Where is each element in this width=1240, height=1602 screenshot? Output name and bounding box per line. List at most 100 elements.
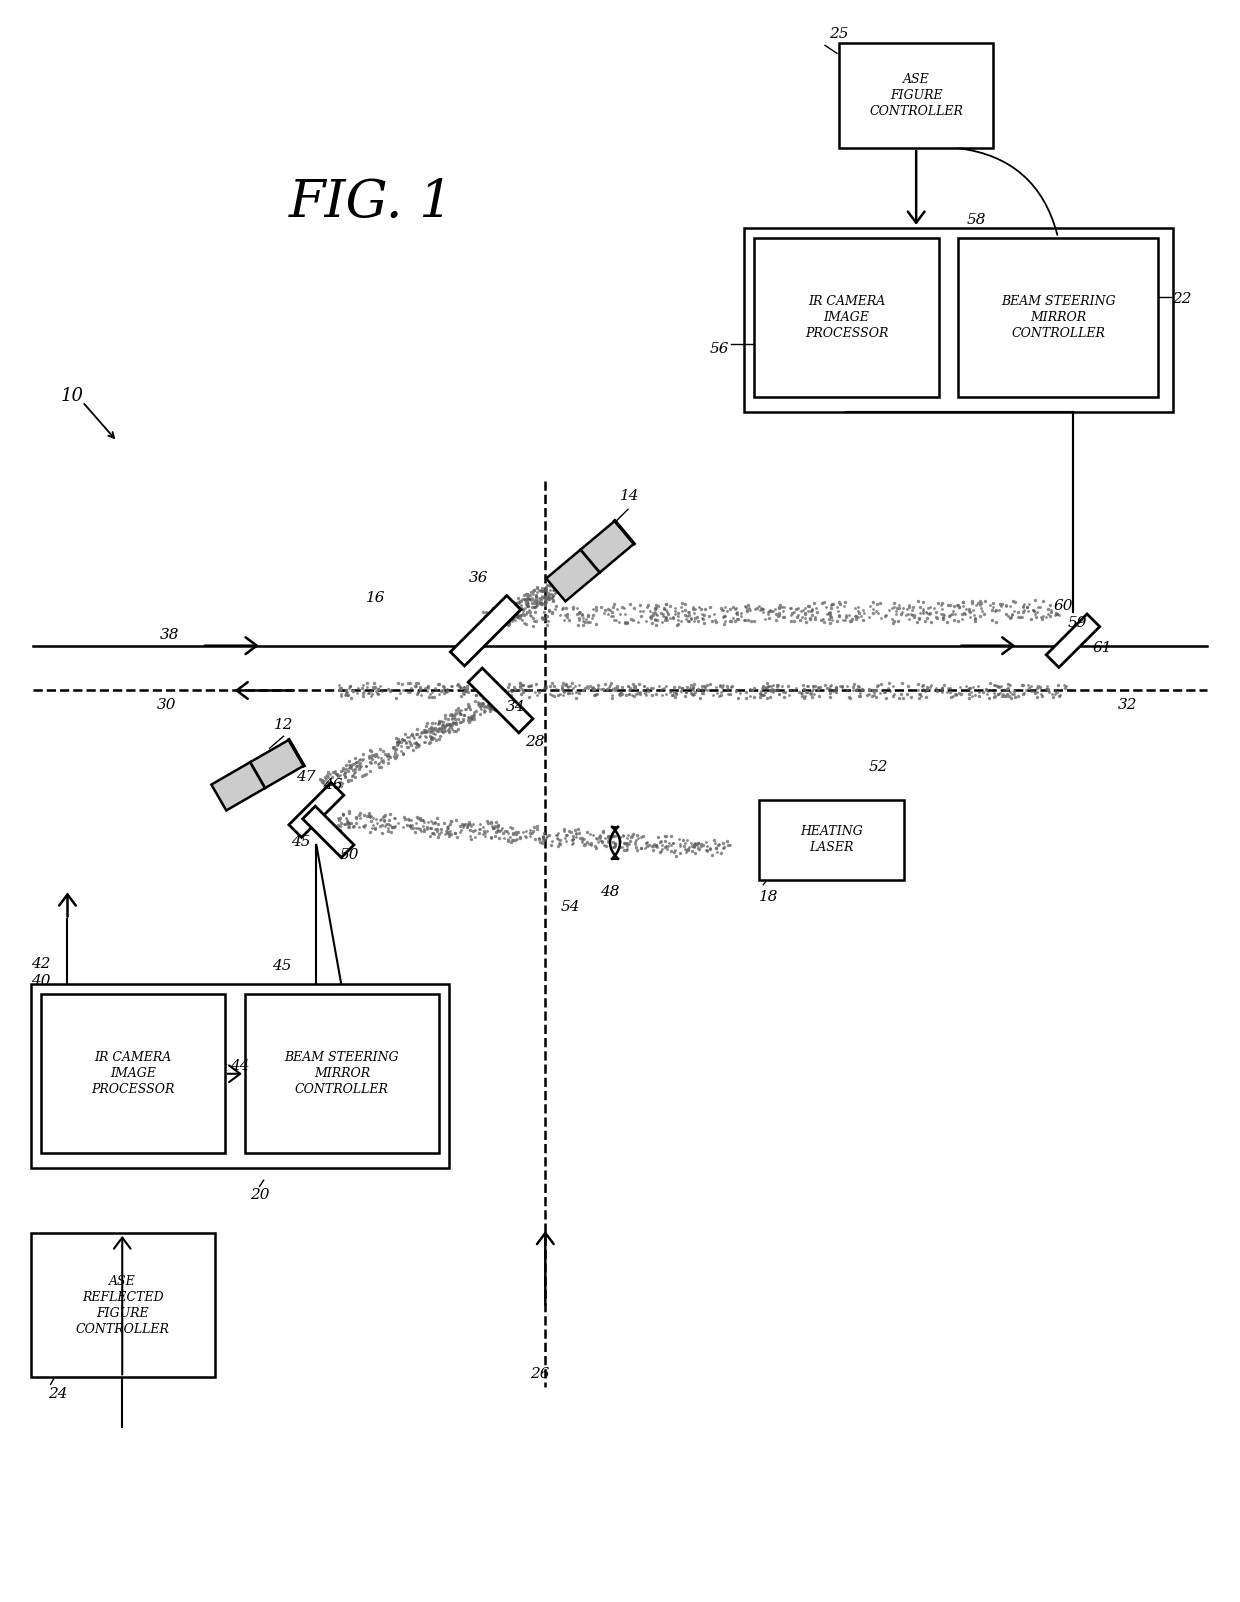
Point (801, 598, 821, 623)
Point (994, 678, 1014, 703)
Point (551, 562, 570, 588)
Point (593, 828, 613, 854)
Point (652, 682, 672, 708)
Point (568, 817, 588, 843)
Point (350, 747, 370, 772)
Point (660, 606, 680, 631)
Point (802, 673, 822, 698)
Point (319, 764, 339, 790)
Point (520, 602, 539, 628)
Point (584, 676, 604, 702)
Point (534, 827, 554, 852)
Point (526, 594, 546, 620)
Point (520, 823, 539, 849)
Point (521, 817, 541, 843)
Point (875, 602, 895, 628)
Point (694, 602, 714, 628)
Point (310, 766, 330, 791)
Point (487, 604, 507, 630)
Point (720, 609, 740, 634)
Point (754, 674, 774, 700)
Point (932, 604, 952, 630)
Point (908, 588, 928, 614)
Point (681, 830, 701, 855)
Point (1013, 673, 1033, 698)
Point (675, 602, 694, 628)
Point (389, 729, 409, 755)
Point (445, 700, 465, 726)
Point (521, 673, 541, 698)
Point (536, 586, 556, 612)
Point (851, 604, 870, 630)
Point (657, 836, 677, 862)
Point (652, 676, 672, 702)
Point (517, 590, 537, 615)
Point (372, 678, 392, 703)
Point (409, 674, 429, 700)
Point (537, 604, 557, 630)
Point (569, 679, 589, 705)
Point (870, 681, 890, 706)
Point (366, 742, 386, 767)
Point (556, 825, 575, 851)
Point (502, 591, 522, 617)
Point (1006, 590, 1025, 615)
Point (719, 831, 739, 857)
Point (794, 676, 813, 702)
Point (495, 604, 515, 630)
Point (401, 814, 420, 839)
Point (656, 823, 676, 849)
Point (556, 566, 575, 591)
Point (543, 572, 563, 598)
Point (490, 601, 510, 626)
Point (569, 601, 589, 626)
Point (688, 676, 708, 702)
Point (839, 684, 859, 710)
Point (489, 610, 508, 636)
Point (913, 599, 932, 625)
Point (729, 686, 749, 711)
Point (567, 594, 587, 620)
Point (490, 819, 510, 844)
Point (676, 679, 696, 705)
Point (807, 599, 827, 625)
Point (331, 674, 351, 700)
Point (370, 807, 389, 833)
Point (432, 815, 451, 841)
Point (486, 609, 506, 634)
Point (438, 815, 458, 841)
Point (360, 758, 379, 783)
Point (489, 610, 508, 636)
Point (899, 594, 919, 620)
Point (498, 601, 518, 626)
Point (784, 678, 804, 703)
Text: 52: 52 (869, 761, 888, 774)
Point (656, 598, 676, 623)
Point (397, 731, 417, 756)
Point (422, 726, 441, 751)
Point (538, 580, 558, 606)
Point (539, 572, 559, 598)
Point (713, 673, 733, 698)
Point (708, 833, 728, 859)
Point (724, 609, 744, 634)
Point (346, 811, 366, 836)
Point (330, 763, 350, 788)
Point (1027, 679, 1047, 705)
Point (625, 831, 645, 857)
Bar (31, 1234, 215, 1378)
Point (532, 583, 552, 609)
Point (795, 601, 815, 626)
Point (837, 673, 857, 698)
Point (492, 601, 512, 626)
Point (429, 671, 449, 697)
Point (317, 777, 337, 803)
Point (439, 711, 459, 737)
Point (931, 590, 951, 615)
Point (990, 674, 1009, 700)
Point (448, 716, 467, 742)
Point (523, 578, 543, 604)
Point (512, 596, 532, 622)
Point (563, 594, 583, 620)
Point (343, 678, 363, 703)
